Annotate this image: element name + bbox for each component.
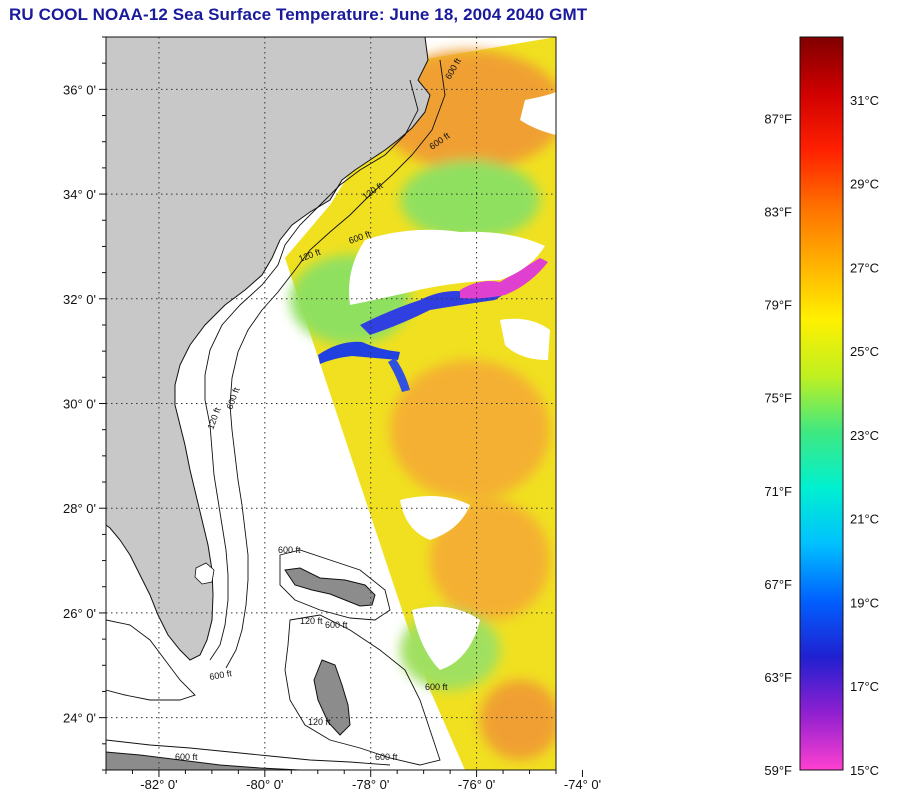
colorbar-fahrenheit-labels: 87°F 83°F 79°F 75°F 71°F 67°F 63°F 59°F: [764, 111, 792, 778]
colorbar-celsius-label: 19°C: [850, 595, 879, 610]
depth-contour-label: 600 ft: [209, 668, 233, 682]
depth-contours: [106, 59, 446, 766]
colorbar-fahrenheit-label: 63°F: [764, 670, 792, 685]
cool-patch-north: [400, 160, 540, 240]
colorbar-fahrenheit-label: 67°F: [764, 577, 792, 592]
colorbar-celsius-label: 31°C: [850, 93, 879, 108]
contour-bahamas-south: [284, 614, 441, 766]
colorbar-celsius-label: 27°C: [850, 260, 879, 275]
warm-patch-central: [390, 360, 550, 500]
warm-patch-south: [430, 500, 550, 620]
bahamas-island-andros: [313, 659, 351, 736]
warm-patch-north: [375, 50, 556, 170]
cold-feature-magenta: [460, 258, 548, 299]
colorbar-fahrenheit-label: 83°F: [764, 205, 792, 220]
map-title: RU COOL NOAA-12 Sea Surface Temperature:…: [9, 5, 588, 24]
cloud-gap-north-east: [520, 92, 556, 135]
cold-feature-streak: [318, 341, 400, 364]
cold-feature-band: [360, 258, 545, 335]
cloud-gap-swath-edge: [412, 606, 480, 670]
contour-120ft-florida: [204, 79, 419, 661]
depth-contour-label: 600 ft: [425, 682, 448, 692]
lon-tick-label: -74° 0': [564, 777, 601, 792]
lat-tick-label: 32° 0': [63, 292, 96, 307]
lat-tick-label: 30° 0': [63, 397, 96, 412]
cloud-gap-east: [500, 318, 550, 360]
colorbar-fahrenheit-label: 79°F: [764, 298, 792, 313]
depth-contour-label: 120 ft: [300, 616, 323, 626]
contour-cuba-bank: [106, 619, 196, 701]
latitude-labels: 36° 0' 34° 0' 32° 0' 30° 0' 28° 0' 26° 0' 24° …: [63, 82, 96, 725]
contour-600ft-florida: [225, 59, 446, 669]
depth-contour-label: 120 ft: [308, 717, 331, 727]
colorbar-celsius-labels: 31°C 29°C 27°C 25°C 23°C 21°C 19°C 17°C 15°C: [850, 93, 879, 778]
lon-tick-label: -80° 0': [246, 777, 283, 792]
colorbar-fahrenheit-label: 71°F: [764, 484, 792, 499]
lat-tick-label: 36° 0': [63, 82, 96, 97]
colorbar-fahrenheit-label: 75°F: [764, 391, 792, 406]
longitude-labels: -82° 0' -80° 0' -78° 0' -76° 0' -74° 0': [140, 777, 601, 792]
us-east-coast-land: [106, 37, 431, 661]
bahamas-island-grand: [284, 567, 376, 607]
warm-patch-southeast: [480, 680, 556, 760]
colorbar-celsius-label: 21°C: [850, 512, 879, 527]
lat-tick-label: 28° 0': [63, 501, 96, 516]
depth-contour-label: 600 ft: [375, 752, 398, 762]
lat-tick-label: 26° 0': [63, 606, 96, 621]
cloud-gap-south: [400, 496, 470, 540]
colorbar-celsius-label: 23°C: [850, 428, 879, 443]
lon-tick-label: -76° 0': [458, 777, 495, 792]
lake-okeechobee: [194, 562, 215, 585]
colorbar-celsius-label: 15°C: [850, 763, 879, 778]
contour-cuba-south: [106, 739, 391, 766]
lat-tick-label: 24° 0': [63, 711, 96, 726]
colorbar-fahrenheit-label: 87°F: [764, 111, 792, 126]
sst-swath: [285, 37, 556, 770]
tick-marks: [99, 36, 583, 777]
colorbar: [799, 36, 844, 771]
land: [106, 37, 431, 770]
depth-contour-label: 600 ft: [278, 545, 301, 555]
depth-contour-label: 600 ft: [325, 620, 348, 630]
colorbar-celsius-label: 25°C: [850, 344, 879, 359]
contour-bahamas-bank: [279, 549, 391, 621]
lon-tick-label: -78° 0': [352, 777, 389, 792]
cool-feature-west: [388, 358, 410, 392]
lon-tick-label: -82° 0': [140, 777, 177, 792]
lat-tick-label: 34° 0': [63, 187, 96, 202]
colorbar-fahrenheit-label: 59°F: [764, 763, 792, 778]
colorbar-celsius-label: 17°C: [850, 679, 879, 694]
depth-contour-label: 600 ft: [175, 752, 198, 762]
cloud-gap-central: [349, 229, 545, 305]
grid-lines: [106, 37, 556, 770]
colorbar-celsius-label: 29°C: [850, 177, 879, 192]
